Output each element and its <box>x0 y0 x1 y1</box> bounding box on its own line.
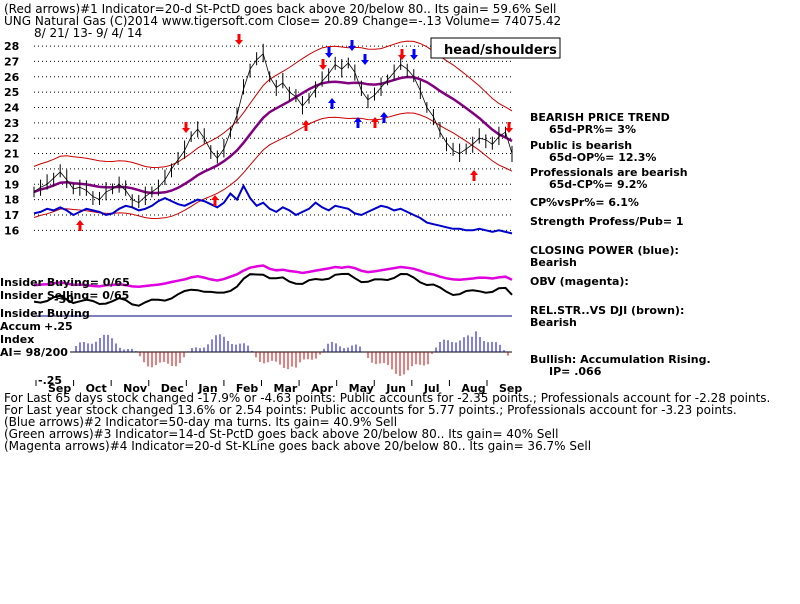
right-item-10: OBV (magenta): <box>530 275 629 288</box>
y-tick-22: 22 <box>4 132 19 145</box>
right-item-4: Professionals are bearish <box>530 166 688 179</box>
x-tick-2: Nov <box>123 382 148 395</box>
x-tick-labels: Sep Oct Nov Dec Jan Feb Mar Apr May Jun Jul Aug Sep <box>35 380 522 395</box>
header-dates: 8/ 21/ 13- 9/ 4/ 14 <box>34 26 142 40</box>
x-tick-10: Jul <box>423 382 440 395</box>
x-tick-0: Sep <box>48 382 71 395</box>
right-item-13: Bullish: Accumulation Rising. <box>530 353 711 366</box>
y-tick-17: 17 <box>4 209 19 222</box>
right-item-5: 65d-CP%= 9.2% <box>549 178 647 191</box>
footer-line-0: For Last 65 days stock changed -17.9% or… <box>4 391 770 405</box>
arrow-up-13 <box>380 112 388 123</box>
y-tick-labels: 16 17 18 19 20 21 22 23 24 25 26 27 28 <box>4 40 20 237</box>
ma50-line <box>33 75 513 195</box>
arrow-down-16 <box>319 59 327 70</box>
arrows-group <box>76 34 513 231</box>
arrow-down-9 <box>410 49 418 60</box>
price-line <box>33 52 513 204</box>
y-tick-16: 16 <box>4 224 20 237</box>
arrow-up-11 <box>354 117 362 128</box>
arrow-down-5 <box>325 47 333 58</box>
minus25-label: -.25 <box>38 374 62 387</box>
grid-lines <box>34 45 512 231</box>
accum-label: Accum <box>0 320 41 333</box>
y-tick-24: 24 <box>4 101 20 114</box>
relstr-line <box>33 272 513 307</box>
footer-line-2: (Blue arrows)#2 Indicator=50-day ma turn… <box>4 415 397 429</box>
x-tick-8: May <box>349 382 374 395</box>
y-tick-25: 25 <box>4 86 19 99</box>
right-item-11: REL.STR..VS DJI (brown): <box>530 304 684 317</box>
arrow-up-2 <box>211 195 219 206</box>
y-tick-21: 21 <box>4 148 19 161</box>
accum-group <box>70 331 512 376</box>
header-line1: (Red arrows)#1 Indicator=20-d St-PctD go… <box>4 2 556 16</box>
insider-selling-label: Insider Selling= 0/65 <box>0 289 129 302</box>
x-tick-7: Apr <box>311 382 333 395</box>
obv-scale-label: -30 <box>54 293 74 306</box>
arrow-down-0 <box>235 34 243 45</box>
price-group <box>33 43 513 209</box>
x-tick-12: Sep <box>499 382 522 395</box>
relstr-group <box>33 272 513 317</box>
closing-power-line <box>33 183 513 235</box>
upper-band <box>33 40 513 169</box>
x-tick-5: Feb <box>236 382 259 395</box>
arrow-down-8 <box>398 49 406 60</box>
arrow-down-1 <box>182 122 190 133</box>
right-item-0: BEARISH PRICE TREND <box>530 111 670 124</box>
footer-line-4: (Magenta arrows)#4 Indicator=20-d St-KLi… <box>4 439 591 453</box>
right-item-14: IP= .066 <box>549 365 602 378</box>
right-item-1: 65d-PR%= 3% <box>549 123 636 136</box>
x-tick-6: Mar <box>274 382 298 395</box>
y-tick-20: 20 <box>4 163 20 176</box>
annotation-box <box>430 37 561 59</box>
right-item-3: 65d-OP%= 12.3% <box>549 151 656 164</box>
arrow-up-4 <box>302 120 310 131</box>
x-tick-3: Dec <box>161 382 184 395</box>
y-tick-28: 28 <box>4 40 19 53</box>
arrow-up-14 <box>470 170 478 181</box>
right-item-8: CLOSING POWER (blue): <box>530 244 679 257</box>
right-item-12: Bearish <box>530 316 577 329</box>
ma50-group <box>33 75 513 195</box>
y-tick-27: 27 <box>4 55 19 68</box>
index-label: Index <box>0 333 34 346</box>
plus25-label: +.25 <box>44 320 73 333</box>
x-tick-4: Jan <box>197 382 217 395</box>
arrow-up-10 <box>328 98 336 109</box>
y-tick-26: 26 <box>4 71 20 84</box>
right-item-2: Public is bearish <box>530 139 632 152</box>
y-tick-18: 18 <box>4 194 19 207</box>
insider-buying-short: Insider Buying <box>0 307 90 320</box>
closing-power-group <box>33 183 513 235</box>
y-tick-23: 23 <box>4 117 19 130</box>
obv-group <box>33 264 513 289</box>
x-tick-11: Aug <box>461 382 485 395</box>
arrow-up-12 <box>371 117 379 128</box>
right-item-9: Bearish <box>530 256 577 269</box>
footer-line-1: For Last year stock changed 13.6% or 2.5… <box>4 403 737 417</box>
arrow-down-15 <box>505 122 513 133</box>
ai-label: AI= 98/200 <box>0 346 68 359</box>
right-item-7: Strength Profess/Pub= 1 <box>530 215 684 228</box>
x-tick-9: Jun <box>385 382 406 395</box>
obv-line <box>33 264 513 289</box>
arrow-up-3 <box>76 220 84 231</box>
arrow-down-6 <box>348 40 356 51</box>
header-line2: UNG Natural Gas (C)2014 www.tigersoft.co… <box>4 14 561 28</box>
annotation-text: head/shoulders <box>444 43 557 58</box>
footer-line-3: (Green arrows)#3 Indicator=14-d St-PctD … <box>4 427 558 441</box>
arrow-down-7 <box>361 54 369 65</box>
y-tick-19: 19 <box>4 178 19 191</box>
right-item-6: CP%vsPr%= 6.1% <box>530 196 639 209</box>
insider-buying-label: Insider Buying= 0/65 <box>0 276 130 289</box>
x-tick-1: Oct <box>86 382 107 395</box>
